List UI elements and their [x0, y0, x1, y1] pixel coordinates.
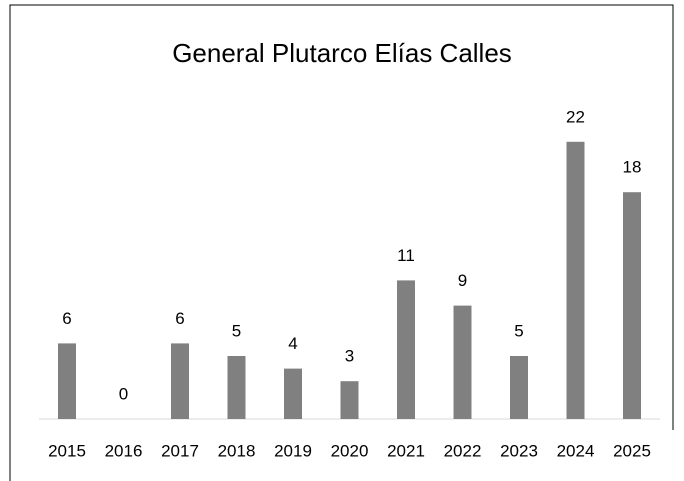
- x-tick-label: 2023: [500, 441, 538, 460]
- bar: [510, 356, 528, 419]
- x-tick-label: 2020: [331, 441, 369, 460]
- data-label: 5: [514, 321, 523, 340]
- x-tick-label: 2017: [161, 441, 199, 460]
- bar: [397, 280, 415, 419]
- x-tick-label: 2024: [557, 441, 595, 460]
- x-tick-label: 2015: [48, 441, 86, 460]
- data-label: 3: [345, 347, 354, 366]
- bar: [453, 305, 472, 419]
- data-label: 22: [566, 107, 585, 126]
- data-label: 6: [175, 309, 184, 328]
- bar: [566, 141, 585, 420]
- bar: [58, 343, 76, 419]
- data-label: 4: [288, 334, 297, 353]
- data-label: 0: [119, 384, 128, 403]
- x-tick-label: 2021: [387, 441, 425, 460]
- chart-frame: [9, 4, 674, 481]
- bar: [171, 343, 189, 419]
- data-label: 11: [397, 246, 415, 265]
- data-label: 5: [232, 321, 241, 340]
- x-tick-label: 2019: [274, 441, 312, 460]
- chart-title: General Plutarco Elías Calles: [172, 38, 512, 68]
- data-label: 9: [458, 271, 467, 290]
- bar: [623, 192, 641, 419]
- bar: [284, 368, 302, 419]
- data-label: 6: [62, 309, 71, 328]
- data-label: 18: [623, 158, 642, 177]
- x-tick-label: 2018: [218, 441, 256, 460]
- bar: [340, 381, 359, 419]
- x-tick-label: 2022: [444, 441, 482, 460]
- x-tick-label: 2025: [613, 441, 651, 460]
- bar: [227, 356, 246, 419]
- x-tick-label: 2016: [105, 441, 143, 460]
